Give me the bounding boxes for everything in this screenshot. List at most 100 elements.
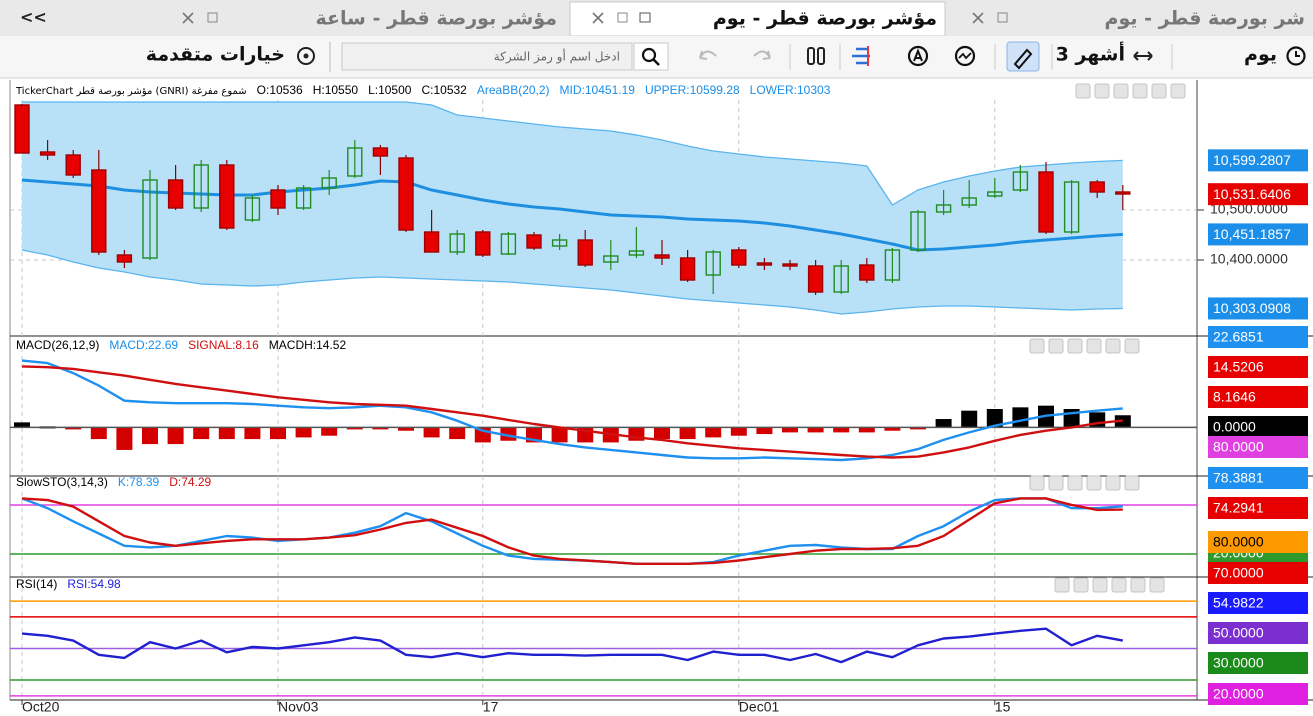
panel-header-item: MID:10451.19 bbox=[560, 83, 636, 97]
panel-tool-icon[interactable] bbox=[1075, 83, 1091, 99]
candle-body bbox=[679, 257, 696, 281]
candle-body bbox=[577, 239, 593, 266]
histogram-bar bbox=[193, 427, 210, 440]
price-tag-label: 30.0000 bbox=[1213, 655, 1264, 671]
price-tag-label: 54.9822 bbox=[1213, 595, 1264, 611]
tab-detach-icon[interactable] bbox=[639, 12, 651, 23]
tab[interactable] bbox=[950, 2, 1313, 36]
tab-close-icon[interactable] bbox=[182, 12, 194, 24]
advanced-options[interactable]: خيارات متقدمة bbox=[146, 44, 285, 66]
tab[interactable] bbox=[160, 2, 565, 36]
interval-selector[interactable]: يوم bbox=[1244, 44, 1277, 66]
binoculars-icon-right bbox=[817, 47, 825, 65]
tab-maximize-icon[interactable] bbox=[997, 12, 1008, 23]
candle-body bbox=[372, 147, 389, 157]
panel-tool-icon[interactable] bbox=[1067, 475, 1083, 491]
indicator-line bbox=[21, 359, 1123, 462]
binoculars-icon[interactable] bbox=[807, 47, 815, 65]
x-tick-label: Oct20 bbox=[22, 699, 60, 715]
indicator-line bbox=[21, 365, 1123, 459]
histogram-bar bbox=[961, 410, 978, 428]
candle-body bbox=[603, 255, 619, 263]
price-tag-label: 10,451.1857 bbox=[1213, 226, 1291, 242]
price-tag bbox=[1208, 592, 1308, 614]
gear-icon[interactable] bbox=[297, 47, 315, 65]
panel-tool-icon[interactable] bbox=[1130, 577, 1146, 593]
panel-tool-icon[interactable] bbox=[1105, 475, 1121, 491]
candle-body bbox=[321, 177, 337, 189]
histogram-bar bbox=[833, 427, 850, 433]
histogram-bar bbox=[423, 427, 440, 438]
tab-maximize-icon[interactable] bbox=[207, 12, 218, 23]
panel-tool-icon[interactable] bbox=[1029, 475, 1045, 491]
search-placeholder: ادخل اسم أو رمز الشركة bbox=[494, 49, 620, 65]
histogram-bar bbox=[65, 427, 82, 430]
price-tag bbox=[1208, 683, 1308, 705]
panel-tool-icon[interactable] bbox=[1092, 577, 1108, 593]
histogram-bar bbox=[167, 427, 184, 445]
collapse-tabs[interactable]: << bbox=[20, 8, 47, 27]
period-selector[interactable]: 3 أشهر bbox=[1056, 42, 1125, 66]
candle-body bbox=[1038, 171, 1054, 233]
panel-tool-icon[interactable] bbox=[1048, 475, 1064, 491]
candle-body bbox=[731, 249, 747, 266]
panel-tool-icon[interactable] bbox=[1105, 338, 1121, 354]
panel-tool-icon[interactable] bbox=[1086, 475, 1102, 491]
redo-icon[interactable] bbox=[753, 50, 771, 60]
histogram-bar bbox=[986, 409, 1003, 428]
chart-type-icon[interactable] bbox=[954, 45, 976, 67]
draw-tool-button[interactable] bbox=[1006, 41, 1040, 72]
histogram-bar bbox=[1012, 407, 1029, 428]
clock-icon bbox=[1286, 46, 1306, 66]
panel-tool-icon[interactable] bbox=[1124, 338, 1140, 354]
search-button[interactable] bbox=[633, 42, 669, 71]
candle-body bbox=[910, 211, 926, 251]
price-tag bbox=[1208, 436, 1308, 458]
histogram-bar bbox=[90, 427, 107, 440]
histogram-bar bbox=[730, 427, 747, 436]
gear-icon-center bbox=[303, 53, 309, 59]
tab-title: مؤشر بورصة قطر - ساعة bbox=[316, 8, 557, 30]
candle-body bbox=[935, 204, 952, 213]
panel-header-item: SlowSTO(3,14,3) bbox=[16, 475, 108, 489]
price-tag bbox=[1208, 652, 1308, 674]
panel-tool-icon[interactable] bbox=[1073, 577, 1089, 593]
auto-icon[interactable] bbox=[907, 45, 929, 67]
price-tag bbox=[1208, 223, 1308, 246]
plots: Oct20 Nov03 17 Dec01 1510,400.000010,500.000… bbox=[10, 83, 1313, 715]
candle-body bbox=[628, 250, 645, 256]
panel-tool-icon[interactable] bbox=[1086, 338, 1102, 354]
panel-tool-icon[interactable] bbox=[1029, 338, 1045, 354]
panel-tool-icon[interactable] bbox=[1170, 83, 1186, 99]
panel-tool-icon[interactable] bbox=[1054, 577, 1070, 593]
y-tick-label: 10,400.0000 bbox=[1210, 251, 1288, 267]
tab-close-icon[interactable] bbox=[592, 12, 604, 24]
panel-tool-icon[interactable] bbox=[1067, 338, 1083, 354]
tab[interactable] bbox=[569, 1, 946, 37]
panel-tool-icon[interactable] bbox=[1111, 577, 1127, 593]
tab-close-icon[interactable] bbox=[972, 12, 984, 24]
panel-tool-icon[interactable] bbox=[1149, 577, 1165, 593]
price-tag-label: 78.3881 bbox=[1213, 470, 1264, 486]
tab-maximize-icon[interactable] bbox=[617, 12, 628, 23]
search-input[interactable] bbox=[341, 42, 633, 71]
undo-icon[interactable] bbox=[699, 50, 717, 60]
candle-body bbox=[500, 233, 517, 255]
price-tag bbox=[1208, 183, 1308, 206]
candle-body bbox=[961, 197, 977, 206]
panel-tool-icon[interactable] bbox=[1151, 83, 1167, 99]
panel-tool-icon[interactable] bbox=[1048, 338, 1064, 354]
candle-body bbox=[526, 234, 542, 249]
histogram-bar bbox=[244, 427, 261, 440]
panel-tool-icon[interactable] bbox=[1132, 83, 1148, 99]
histogram-bar bbox=[884, 427, 901, 431]
panel-tool-icon[interactable] bbox=[1124, 475, 1140, 491]
panel-tool-icon[interactable] bbox=[1094, 83, 1110, 99]
histogram-bar bbox=[807, 427, 824, 433]
price-tag bbox=[1208, 326, 1308, 348]
panel-tool-icon[interactable] bbox=[1113, 83, 1129, 99]
histogram-bar bbox=[551, 427, 568, 443]
tab-title: شر بورصة قطر - يوم bbox=[1105, 8, 1305, 30]
auto-icon-letter bbox=[913, 48, 923, 62]
band-mid bbox=[21, 178, 1123, 252]
